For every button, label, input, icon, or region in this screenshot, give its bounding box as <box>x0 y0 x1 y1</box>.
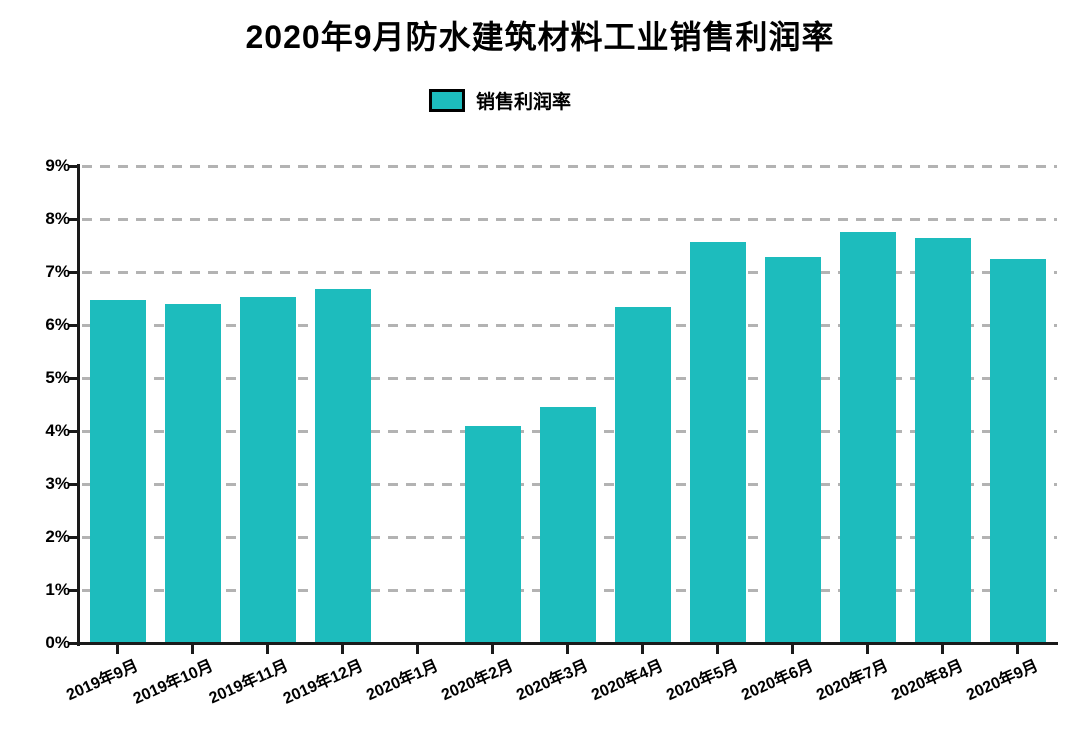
y-axis-tick <box>69 483 77 486</box>
y-tick-label: 7% <box>45 262 70 281</box>
x-axis-tick <box>416 645 419 654</box>
gridline-h <box>82 377 1057 380</box>
x-axis-tick <box>116 645 119 654</box>
gridline-h <box>82 218 1057 221</box>
bar <box>539 407 596 643</box>
x-tick-label: 2020年8月 <box>889 657 966 705</box>
x-tick-label: 2019年12月 <box>280 657 366 708</box>
y-axis-tick <box>69 377 77 380</box>
y-axis-tick <box>69 430 77 433</box>
y-axis-tick <box>69 536 77 539</box>
y-tick-label: 9% <box>45 156 70 175</box>
bar <box>89 300 146 643</box>
x-tick-label: 2020年1月 <box>364 657 441 705</box>
x-axis-tick <box>941 645 944 654</box>
bar <box>314 288 371 643</box>
y-axis-tick <box>69 165 77 168</box>
x-axis-tick <box>491 645 494 654</box>
gridline-h <box>82 324 1057 327</box>
bar <box>989 259 1046 643</box>
x-axis-tick <box>266 645 269 654</box>
x-tick-label: 2019年10月 <box>130 657 216 708</box>
y-axis-tick <box>69 218 77 221</box>
x-tick-label: 2019年11月 <box>206 657 291 708</box>
x-tick-label: 2020年5月 <box>664 657 741 705</box>
x-axis-tick <box>866 645 869 654</box>
bar <box>239 297 296 643</box>
gridline-h <box>82 165 1057 168</box>
y-tick-label: 6% <box>45 315 70 334</box>
x-tick-label: 2020年2月 <box>439 657 516 705</box>
y-tick-label: 5% <box>45 368 70 387</box>
x-axis-line <box>77 642 1058 645</box>
x-axis-tick <box>791 645 794 654</box>
y-tick-label: 8% <box>45 209 70 228</box>
legend-label: 销售利润率 <box>475 92 572 113</box>
bar <box>764 256 821 643</box>
y-tick-label: 4% <box>45 421 70 440</box>
x-axis-tick <box>566 645 569 654</box>
x-tick-label: 2020年4月 <box>589 657 666 705</box>
x-axis-tick <box>191 645 194 654</box>
gridline-h <box>82 271 1057 274</box>
y-tick-label: 2% <box>45 527 70 546</box>
bar <box>914 238 971 643</box>
bar <box>464 425 521 643</box>
bar <box>839 231 896 643</box>
chart-title: 2020年9月防水建筑材料工业销售利润率 <box>245 19 835 55</box>
x-tick-label: 2020年6月 <box>739 657 816 705</box>
x-axis-tick <box>341 645 344 654</box>
x-tick-label: 2020年3月 <box>514 657 591 705</box>
x-tick-label: 2019年9月 <box>64 657 141 705</box>
y-axis-tick <box>69 324 77 327</box>
y-tick-label: 1% <box>45 580 70 599</box>
bar <box>689 241 746 643</box>
legend: 销售利润率 <box>428 87 572 114</box>
bar <box>164 303 221 643</box>
y-axis-tick <box>69 589 77 592</box>
x-tick-label: 2020年9月 <box>964 657 1041 705</box>
legend-swatch-icon <box>428 89 465 112</box>
y-axis-line <box>77 164 80 646</box>
x-tick-label: 2020年7月 <box>814 657 891 705</box>
y-tick-label: 3% <box>45 474 70 493</box>
y-axis-tick <box>69 271 77 274</box>
y-tick-label: 0% <box>45 633 70 652</box>
bar <box>614 306 671 643</box>
x-axis-tick <box>716 645 719 654</box>
x-axis-tick <box>1016 645 1019 654</box>
y-axis-tick <box>69 642 77 645</box>
x-axis-tick <box>641 645 644 654</box>
